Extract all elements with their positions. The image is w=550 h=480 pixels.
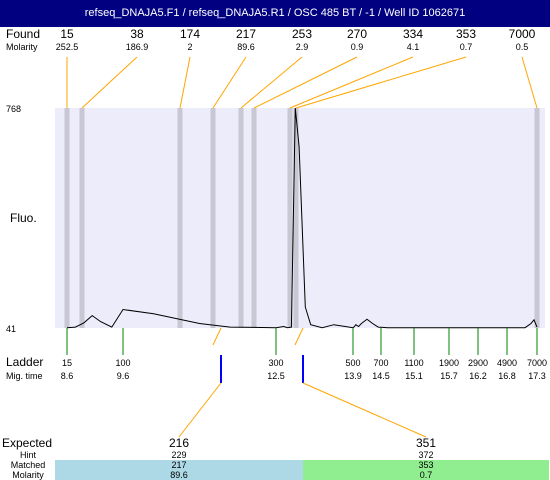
expected-leader-line: [302, 382, 427, 438]
ladder-size: 100: [115, 358, 130, 368]
ladder-mig-time: 13.9: [344, 371, 362, 381]
found-size: 334: [403, 27, 423, 41]
ladder-mig-time: 17.3: [528, 371, 546, 381]
found-size: 15: [60, 27, 74, 41]
mig-time-label: Mig. time: [6, 371, 43, 381]
ladder-size: 300: [268, 358, 283, 368]
found-size: 353: [456, 27, 476, 41]
leader-lines: [66, 56, 538, 109]
found-molarity: 2: [187, 42, 192, 52]
peak-band: [251, 108, 257, 328]
peak-band: [64, 108, 70, 328]
found-leader-line: [295, 56, 467, 109]
molarity-bottom-label: Molarity: [12, 470, 44, 480]
found-molarity: 186.9: [126, 42, 149, 52]
expected-hint: 229: [171, 450, 186, 460]
found-label: Found: [6, 27, 40, 41]
ladder-size: 15: [62, 358, 72, 368]
ladder-mig-time: 15.1: [405, 371, 423, 381]
ladder-mig-time: 16.8: [498, 371, 516, 381]
ladder-mig-time: 8.6: [61, 371, 74, 381]
found-molarity: 89.6: [237, 42, 255, 52]
y-axis-label: Fluo.: [10, 211, 37, 225]
expected-matched: 353: [418, 460, 433, 470]
peak-band: [79, 108, 85, 328]
y-max-label: 768: [6, 104, 21, 114]
ladder-size: 700: [373, 358, 388, 368]
ladder-label: Ladder: [6, 355, 43, 369]
found-leader-line: [240, 56, 303, 109]
found-size: 38: [130, 27, 144, 41]
peak-band: [287, 108, 293, 328]
peak-band: [177, 108, 183, 328]
found-size: 217: [236, 27, 256, 41]
ladder-mig-time: 12.5: [267, 371, 285, 381]
found-leader-line: [81, 56, 138, 109]
expected-leader-line: [212, 327, 222, 346]
hint-label: Hint: [20, 450, 37, 460]
expected-hint: 372: [418, 450, 433, 460]
molarity-label: Molarity: [6, 42, 38, 52]
found-molarity: 0.5: [516, 42, 529, 52]
peak-bands: [64, 108, 540, 328]
chart-title: refseq_DNAJA5.F1 / refseq_DNAJA5.R1 / OS…: [0, 0, 550, 27]
matched-cell: [55, 460, 303, 480]
found-molarity: 0.9: [351, 42, 364, 52]
found-leader-line: [289, 56, 414, 109]
expected-leader-line: [178, 382, 222, 438]
expected-molarity: 0.7: [420, 470, 433, 480]
peak-band: [293, 108, 299, 328]
ladder-size: 4900: [497, 358, 517, 368]
ladder-mig-time: 16.2: [469, 371, 487, 381]
y-min-label: 41: [6, 324, 16, 334]
found-leader-line: [179, 56, 191, 109]
expected-matched: 217: [171, 460, 186, 470]
ladder-mig-time: 14.5: [372, 371, 390, 381]
found-molarity: 0.7: [460, 42, 473, 52]
ladder-size: 2900: [468, 358, 488, 368]
ladder-size: 500: [345, 358, 360, 368]
found-size: 270: [347, 27, 367, 41]
found-molarity: 252.5: [56, 42, 79, 52]
peak-band: [534, 108, 540, 328]
peak-band: [238, 108, 244, 328]
fluorescence-trace: [66, 107, 538, 329]
ladder-mig-time: 15.7: [440, 371, 458, 381]
expected-leader-line: [294, 327, 304, 346]
found-size: 7000: [509, 27, 536, 41]
found-leader-line: [253, 56, 358, 109]
matched-label: Matched: [11, 460, 46, 470]
ladder-size: 1100: [404, 358, 423, 368]
expected-size: 216: [169, 436, 189, 450]
found-molarity: 4.1: [407, 42, 420, 52]
expected-label: Expected: [2, 436, 52, 450]
found-size: 253: [292, 27, 312, 41]
plot-area: [55, 108, 545, 328]
found-molarity: 2.9: [296, 42, 309, 52]
found-leader-line: [521, 56, 538, 109]
matched-cell: [303, 460, 549, 480]
ladder-mig-time: 9.6: [117, 371, 130, 381]
found-leader-line: [212, 56, 247, 109]
ladder-size: 7000: [527, 358, 547, 368]
expected-size: 351: [416, 436, 436, 450]
ladder-size: 1900: [439, 358, 459, 368]
ladder-markers: 15 8.6 100 9.6 300 12.5 500 13.9 700 14.5 1100 15.1…: [61, 328, 547, 381]
expected-molarity: 89.6: [170, 470, 188, 480]
found-size: 174: [180, 27, 200, 41]
peak-band: [210, 108, 216, 328]
